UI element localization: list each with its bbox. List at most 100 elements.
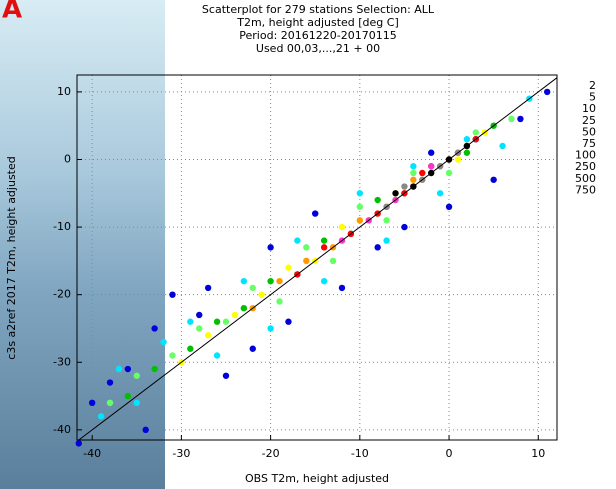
point — [258, 291, 265, 298]
legend-entry: 2 — [589, 79, 596, 92]
point — [169, 352, 176, 359]
point — [75, 440, 82, 447]
legend-entry: 50 — [582, 125, 596, 138]
chart-title: Scatterplot for 279 stations Selection: … — [202, 3, 435, 16]
y-tick-label: -10 — [53, 220, 71, 233]
point — [410, 169, 417, 177]
point — [124, 365, 132, 373]
point — [329, 257, 337, 265]
point — [222, 318, 230, 325]
point — [187, 318, 194, 325]
point — [97, 413, 105, 420]
point — [401, 223, 408, 231]
y-tick-label: -20 — [53, 288, 71, 301]
point — [463, 136, 471, 143]
legend-entry: 500 — [575, 172, 596, 185]
legend-entry: 5 — [589, 91, 596, 104]
background-photo — [0, 0, 165, 489]
point — [160, 338, 167, 346]
point — [436, 190, 444, 197]
x-tick-label: -20 — [262, 447, 280, 460]
point — [463, 149, 471, 156]
point — [490, 176, 497, 183]
point — [472, 129, 480, 136]
legend-entry: 25 — [582, 114, 596, 127]
point — [204, 284, 212, 292]
x-tick-label: -10 — [351, 447, 369, 460]
point — [106, 399, 114, 407]
point — [419, 169, 426, 177]
point — [231, 311, 239, 319]
diagonal — [78, 77, 558, 441]
badge: A — [2, 0, 22, 25]
legend-entry: 10 — [582, 102, 596, 115]
x-tick-label: -30 — [172, 447, 190, 460]
point — [374, 244, 381, 251]
point — [320, 244, 328, 251]
y-tick-label: -30 — [53, 355, 71, 368]
legend-entry: 250 — [575, 160, 596, 173]
point — [338, 284, 346, 292]
point — [213, 352, 221, 359]
plot-frame — [76, 74, 558, 441]
legend-entry: 75 — [582, 137, 596, 150]
point — [374, 196, 381, 204]
point — [499, 142, 506, 150]
point — [169, 291, 176, 298]
subtitle: Period: 20161220-20170115 — [239, 29, 396, 42]
y-tick-label: 0 — [64, 152, 71, 165]
point — [383, 217, 390, 224]
point — [285, 264, 292, 271]
point — [151, 365, 158, 373]
point — [151, 325, 158, 332]
point — [249, 345, 256, 352]
point — [312, 210, 319, 217]
point — [383, 237, 390, 244]
point — [445, 169, 453, 177]
x-tick-label: 0 — [446, 447, 453, 460]
point — [517, 115, 524, 123]
y-tick-label: -40 — [53, 423, 71, 436]
point — [106, 379, 114, 386]
point — [196, 325, 203, 332]
point — [204, 332, 212, 339]
subtitle: T2m, height adjusted [deg C] — [236, 16, 399, 29]
point — [133, 399, 140, 407]
point — [428, 149, 435, 156]
legend-entry: 750 — [575, 183, 596, 196]
point — [303, 257, 310, 265]
point — [454, 156, 462, 163]
point — [543, 88, 551, 96]
point — [276, 298, 283, 305]
point — [303, 244, 310, 251]
point — [338, 223, 346, 231]
point — [410, 176, 417, 183]
x-tick-label: -40 — [83, 447, 101, 460]
y-tick-label: 10 — [57, 85, 71, 98]
point — [124, 392, 132, 400]
point — [410, 163, 417, 170]
point — [356, 190, 364, 197]
y-axis-label: c3s a2ref 2017 T2m, height adjusted — [5, 156, 18, 359]
point — [115, 365, 123, 373]
point — [401, 183, 408, 190]
point — [508, 115, 515, 123]
legend-entry: 100 — [575, 149, 596, 162]
point — [392, 190, 399, 197]
point — [320, 237, 328, 244]
point — [267, 277, 274, 285]
point — [276, 277, 283, 285]
point — [240, 304, 248, 312]
point — [240, 277, 248, 285]
point — [196, 311, 203, 319]
point — [142, 426, 149, 434]
point — [267, 244, 274, 251]
point — [249, 284, 256, 292]
point — [267, 325, 274, 332]
subtitle: Used 00,03,...,21 + 00 — [256, 42, 380, 55]
point — [320, 277, 328, 285]
point — [356, 203, 364, 211]
point — [133, 372, 140, 379]
point — [88, 399, 96, 407]
